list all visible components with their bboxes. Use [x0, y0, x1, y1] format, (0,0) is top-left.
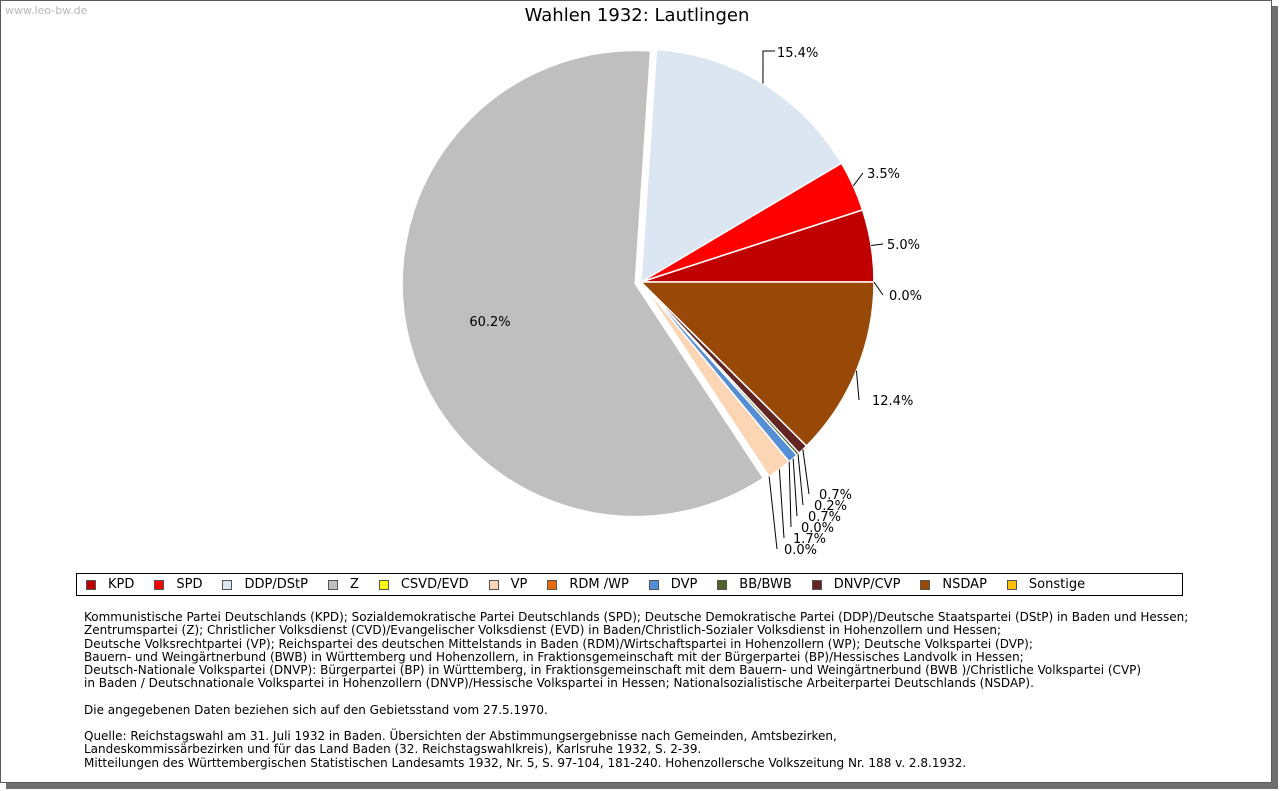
- legend: KPD SPD DDP/DStP Z CSVD/EVD VP RDM /WP DVP BB/BW…: [76, 573, 1183, 596]
- data-label-spd: 3.5%: [867, 167, 900, 182]
- legend-label: KPD: [108, 577, 135, 592]
- legend-item-csvd-evd: CSVD/EVD: [378, 577, 469, 592]
- leader-line-nsdap: [855, 370, 860, 401]
- watermark: www.leo-bw.de: [5, 4, 88, 17]
- data-label-sonstige: 0.0%: [889, 289, 922, 304]
- legend-label: VP: [510, 577, 528, 592]
- legend-swatch: [86, 579, 96, 590]
- data-label-dvp: 0.7%: [808, 510, 841, 525]
- legend-swatch: [920, 579, 931, 590]
- legend-swatch: [1006, 579, 1017, 590]
- leader-line-bb-bwb: [797, 454, 804, 506]
- notes: Kommunistische Partei Deutschlands (KPD)…: [84, 610, 1264, 770]
- data-label-z: 60.2%: [469, 315, 510, 330]
- data-label-dnvp-cvp: 0.7%: [819, 488, 852, 503]
- note-line: in Baden / Deutschnationale Volkspartei …: [84, 676, 1034, 691]
- legend-label: RDM /WP: [569, 577, 629, 592]
- source-line: Mitteilungen des Württembergischen Stati…: [84, 755, 967, 770]
- pie-slice-z: [401, 49, 765, 518]
- legend-swatch: [811, 579, 822, 590]
- legend-item-ddp-dstp: DDP/DStP: [222, 577, 308, 592]
- legend-swatch: [648, 579, 659, 590]
- data-label-ddp-dstp: 15.4%: [777, 46, 818, 61]
- pie-chart: 5.0%3.5%15.4%60.2%0.0%1.7%0.0%0.7%0.2%0.…: [401, 46, 922, 558]
- leader-line-dvp: [792, 458, 798, 517]
- chart-title: Wahlen 1932: Lautlingen: [524, 5, 750, 26]
- data-label-rdm-wp: 0.0%: [801, 521, 834, 536]
- legend-item-dvp: DVP: [648, 577, 698, 592]
- leader-line-kpd: [871, 243, 884, 246]
- legend-swatch: [154, 579, 165, 590]
- legend-label: DNVP/CVP: [833, 577, 901, 592]
- note-line: Zentrumspartei (Z); Christlicher Volksdi…: [84, 623, 1002, 638]
- pie-slice-nsdap: [639, 281, 875, 448]
- legend-item-z: Z: [327, 577, 359, 592]
- legend-label: Z: [349, 577, 359, 592]
- legend-item-kpd: KPD: [86, 577, 134, 592]
- data-label-kpd: 5.0%: [887, 238, 920, 253]
- gebietsstand-note: Die angegebenen Daten beziehen sich auf …: [84, 702, 548, 717]
- data-label-bb-bwb: 0.2%: [814, 499, 847, 514]
- legend-label: Sonstige: [1028, 577, 1086, 592]
- legend-item-nsdap: NSDAP: [920, 577, 987, 592]
- legend-swatch: [222, 579, 233, 590]
- leader-line-rdm-wp: [788, 461, 792, 528]
- legend-item-bb-bwb: BB/BWB: [717, 577, 792, 592]
- legend-item-dnvp-cvp: DNVP/CVP: [811, 577, 901, 592]
- legend-swatch: [488, 579, 499, 590]
- leader-line-ddp-dstp: [762, 50, 775, 84]
- source-line: Landeskommissärbezirken und für das Land…: [84, 742, 702, 757]
- legend-label: NSDAP: [942, 577, 987, 592]
- leader-line-spd: [852, 172, 864, 187]
- legend-label: CSVD/EVD: [400, 577, 469, 592]
- legend-swatch: [378, 579, 389, 590]
- legend-item-rdm-wp: RDM /WP: [547, 577, 629, 592]
- legend-label: SPD: [176, 577, 203, 592]
- note-line: Kommunistische Partei Deutschlands (KPD)…: [84, 610, 1189, 624]
- leader-line-csvd-evd: [768, 476, 778, 550]
- legend-swatch: [327, 579, 338, 590]
- data-label-nsdap: 12.4%: [872, 394, 913, 409]
- legend-label: DDP/DStP: [244, 577, 308, 592]
- legend-item-vp: VP: [488, 577, 528, 592]
- legend-item-spd: SPD: [154, 577, 202, 592]
- note-line: Bauern- und Weingärtnerbund (BWB) in Wür…: [84, 649, 1024, 664]
- leader-line-dnvp-cvp: [802, 449, 810, 495]
- source-line: Quelle: Reichstagswahl am 31. Juli 1932 …: [84, 729, 837, 744]
- legend-swatch: [547, 579, 558, 590]
- note-line: Deutsche Volksrechtpartei (VP); Reichspa…: [84, 636, 1033, 651]
- note-line: Deutsch-Nationale Volkspartei (DNVP): Bü…: [84, 663, 1142, 678]
- data-label-csvd-evd: 0.0%: [784, 543, 817, 558]
- legend-item-sonstige: Sonstige: [1006, 577, 1086, 592]
- legend-label: BB/BWB: [739, 577, 792, 592]
- data-label-vp: 1.7%: [793, 532, 826, 547]
- leader-line-vp: [778, 469, 785, 539]
- legend-swatch: [717, 579, 728, 590]
- leader-line-sonstige: [873, 281, 884, 296]
- legend-label: DVP: [670, 577, 698, 592]
